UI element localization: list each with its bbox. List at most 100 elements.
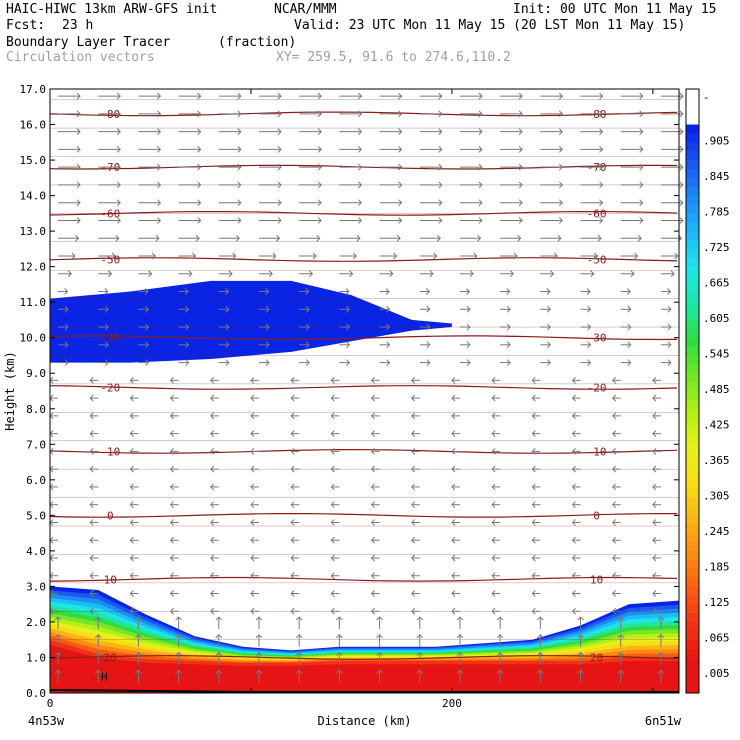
colorbar-gradient-step [686, 177, 699, 188]
circulation-vector-head [612, 590, 617, 597]
circulation-vector-head [612, 572, 617, 580]
colorbar-gradient-step [686, 568, 699, 579]
circulation-vector-head [225, 305, 230, 313]
circulation-vector-head [451, 554, 456, 562]
circulation-vector-head [330, 607, 335, 615]
colorbar-label: .065 [703, 632, 730, 645]
circulation-vector-head [250, 590, 255, 597]
circulation-vector-head [571, 448, 576, 455]
circulation-vector-head [76, 110, 81, 118]
circulation-vector-head [411, 465, 416, 473]
circulation-vector-head [169, 394, 174, 402]
circulation-vector-head [637, 234, 642, 242]
circulation-vector-head [305, 359, 310, 366]
circulation-vector-head [336, 651, 343, 656]
circulation-vector-head [557, 234, 562, 242]
circulation-vector-head [496, 616, 504, 621]
circulation-vector-head [250, 412, 255, 420]
circulation-vector-head [411, 430, 416, 437]
circulation-vector-head [546, 341, 552, 349]
circulation-vector-head [317, 163, 322, 171]
isotherm-label: -60 [587, 207, 607, 220]
circulation-vector-head [627, 323, 632, 331]
circulation-vector-head [679, 217, 684, 224]
colorbar-label: .545 [703, 347, 730, 360]
circulation-vector-head [330, 448, 335, 455]
x-end-label: 6n51w [645, 714, 682, 728]
circulation-vector-head [518, 146, 523, 153]
circulation-vector-head [571, 483, 576, 491]
circulation-vector-head [571, 430, 576, 437]
circulation-vector-head [599, 92, 604, 100]
circulation-vector-head [491, 430, 496, 437]
colorbar-gradient-step [686, 151, 699, 161]
circulation-vector-head [157, 181, 162, 189]
circulation-vector-head [491, 519, 496, 526]
circulation-vector-head [76, 146, 81, 153]
circulation-vector-head [317, 181, 322, 189]
circulation-vector-head [346, 341, 351, 349]
circulation-vector-head [652, 412, 657, 420]
circulation-vector-head [398, 181, 403, 189]
circulation-vector-head [657, 651, 665, 656]
colorbar-gradient-step [686, 533, 699, 543]
circulation-vector-head [531, 483, 536, 491]
circulation-vector-head [667, 288, 672, 295]
circulation-vector-head [250, 376, 255, 384]
circulation-vector-head [477, 234, 482, 242]
circulation-vector-head [71, 252, 76, 260]
circulation-vector-head [518, 110, 523, 118]
circulation-vector-head [277, 199, 282, 207]
circulation-vector-head [169, 519, 174, 526]
circulation-vector-head [466, 341, 471, 349]
circulation-vector-head [370, 607, 375, 615]
circulation-vector-head [197, 181, 202, 189]
circulation-vector-head [346, 305, 351, 313]
circulation-vector-head [151, 252, 156, 260]
circulation-vector-head [451, 376, 456, 384]
circulation-vector-head [210, 590, 215, 597]
colorbar-swatch [686, 89, 699, 125]
circulation-vector-head [235, 234, 241, 242]
circulation-vector-head [531, 590, 536, 597]
circulation-vector-head [157, 163, 162, 171]
circulation-vector-head [265, 288, 270, 295]
colorbar-label: .485 [703, 383, 730, 396]
circulation-vector-head [571, 536, 576, 544]
circulation-vector-head [210, 519, 215, 526]
circulation-vector-head [155, 234, 160, 242]
circulation-vector-head [612, 394, 617, 402]
circulation-vector-head [396, 234, 401, 242]
circulation-vector-head [506, 323, 511, 331]
circulation-vector-head [210, 394, 215, 402]
circulation-vector-head [571, 394, 576, 402]
circulation-vector-head [330, 501, 335, 509]
isotherm-line [49, 164, 678, 170]
plot-frame [49, 88, 680, 694]
circulation-vector-head [546, 359, 552, 366]
circulation-vector-head [652, 572, 657, 580]
circulation-vector-head [250, 536, 255, 544]
circulation-vector-head [145, 323, 150, 331]
y-tick-label: 11.0 [20, 296, 47, 309]
circulation-vector-head [232, 252, 237, 260]
circulation-vector-head [425, 288, 431, 295]
colorbar-label: .725 [703, 241, 730, 254]
circulation-vector-head [398, 163, 403, 171]
circulation-vector-head [237, 128, 242, 135]
circulation-vector-head [290, 448, 295, 455]
circulation-vector-head [290, 536, 295, 544]
colorbar-label: .005 [703, 667, 730, 680]
circulation-vector-head [546, 288, 551, 295]
circulation-vector-head [627, 341, 632, 349]
isotherm-label: -30 [587, 332, 607, 345]
circulation-vector-head [290, 412, 295, 420]
circulation-vector-head [416, 669, 424, 674]
circulation-vector-head [290, 394, 295, 402]
circulation-vector-head [145, 359, 150, 366]
circulation-vector-head [571, 376, 576, 384]
circulation-vector-head [426, 323, 431, 331]
circulation-vector-head [358, 199, 363, 207]
circulation-vector-head [376, 634, 383, 639]
circulation-vector-head [571, 607, 576, 615]
